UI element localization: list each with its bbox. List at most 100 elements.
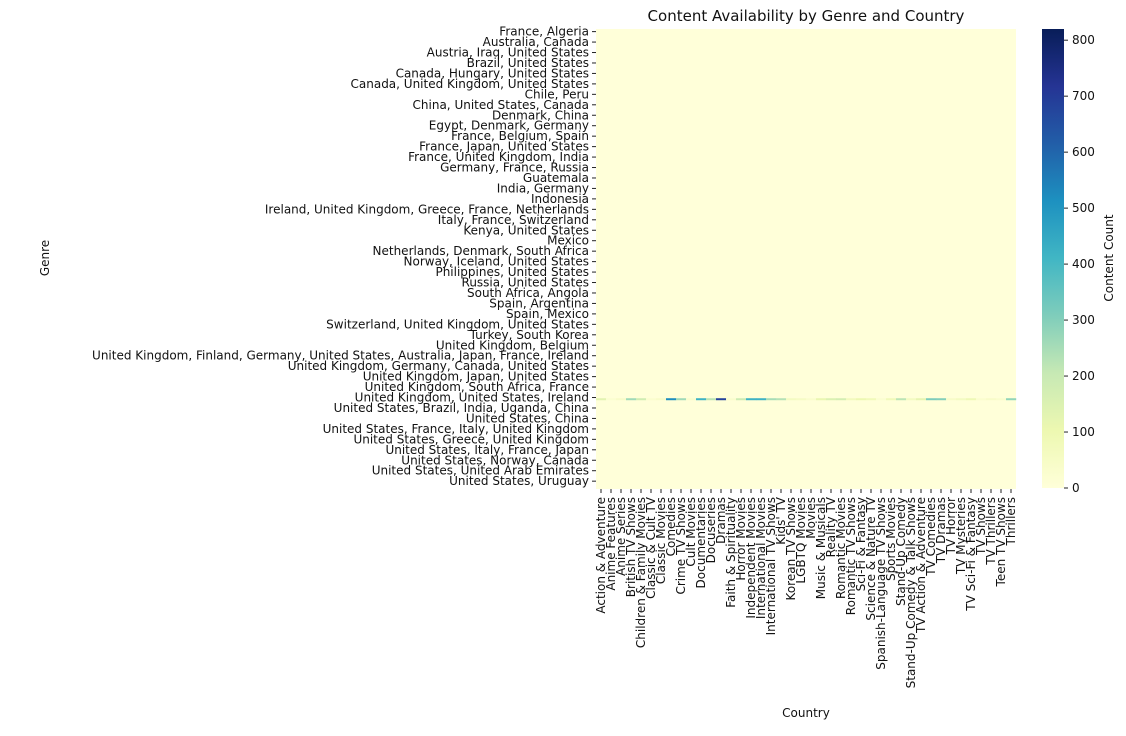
y-tick-label: United Kingdom, Germany, Canada, United … [288,359,589,373]
y-tick-label: Italy, France, Switzerland [438,213,589,227]
y-tick-label: Denmark, China [492,108,589,122]
x-tick-label: TV Horror [944,497,958,555]
x-tick-label: TV Thrillers [984,497,998,566]
y-tick-label: United States, United Arab Emirates [372,464,589,478]
x-tick-label: LGBTQ Movies [794,497,808,584]
x-tick-label: Romantic TV Shows [844,497,858,615]
y-tick-label: Germany, France, Russia [440,161,589,175]
x-tick-label: Teen TV Shows [994,497,1008,587]
heatmap-cell [626,398,637,401]
heatmap-cell [596,398,607,401]
colorbar: 0 100 200 300 400 500 600 700 800 Content Count [1042,29,1116,495]
y-tick-label: China, United States, Canada [413,98,589,112]
y-tick-label: India, Germany [497,181,589,195]
x-tick-label: Docuseries [704,497,718,563]
heatmap-cell [896,398,907,401]
x-tick-label: Independent Movies [744,497,758,619]
y-tick-label: Spain, Mexico [506,307,589,321]
x-tick-label: TV Dramas [934,497,948,564]
y-tick-label: United States, Uruguay [449,474,589,488]
heatmap-cell [696,398,707,401]
x-tick-label: TV Comedies [924,497,938,577]
y-tick-label: United States, China [466,411,589,425]
heatmap-cell [766,398,777,401]
y-tick-label: Ireland, United Kingdom, Greece, France,… [265,202,589,216]
x-tick-label: TV Sci-Fi & Fantasy [964,497,978,612]
heatmap-cell [836,398,847,401]
y-tick-label: France, Japan, United States [419,140,589,154]
heatmap-cells [596,29,1017,489]
heatmap-cell [646,398,657,401]
x-tick-label: Thrillers [1004,497,1018,546]
x-tick-label: Cult Movies [684,497,698,567]
y-tick-label: Australia, Canada [483,35,589,49]
y-tick-label: Indonesia [531,192,589,206]
x-tick-label: Sports Movies [884,497,898,581]
y-tick-label: Norway, Iceland, United States [404,255,589,269]
y-axis-label: Genre [38,240,52,276]
heatmap-cell [946,398,957,401]
heatmap-cell [606,398,617,401]
x-tick-label: Reality TV [824,496,838,557]
y-tick-label: Russia, United States [462,276,589,290]
y-tick-label: United States, Brazil, India, Uganda, Ch… [334,401,589,415]
x-tick-label: TV Mysteries [954,497,968,575]
colorbar-tick-label: 200 [1072,369,1095,383]
y-tick-label: United States, France, Italy, United Kin… [323,422,589,436]
y-tick-label: France, United Kingdom, India [408,150,589,164]
y-tick-label: France, Algeria [499,25,589,39]
y-tick-label: United States, Italy, France, Japan [385,443,589,457]
heatmap-cell [796,398,807,401]
heatmap-cell [716,398,727,401]
x-tick-label: Dramas [714,497,728,544]
heatmap-cell [936,398,947,401]
heatmap-cell [1006,398,1017,401]
y-tick-label: United Kingdom, Belgium [436,338,589,352]
x-tick-label: International Movies [754,497,768,619]
heatmap-cell [986,398,997,401]
y-tick-label: United Kingdom, Japan, United States [363,370,589,384]
colorbar-tick-label: 0 [1072,481,1080,495]
x-tick-label: Music & Musicals [814,497,828,599]
y-tick-label: South Africa, Angola [467,286,589,300]
heatmap-cell [906,398,917,401]
y-tick-label: United Kingdom, Finland, Germany, United… [92,349,589,363]
y-tick-label: Egypt, Denmark, Germany [429,119,589,133]
heatmap-cell [736,398,747,401]
x-tick-label: TV Shows [974,497,988,556]
x-tick-label: Movies [804,497,818,539]
heatmap-cell [846,398,857,401]
heatmap-cell [706,398,717,401]
colorbar-tick-label: 600 [1072,145,1095,159]
colorbar-label: Content Count [1102,214,1116,301]
heatmap-cell [886,398,897,401]
heatmap-cell [666,398,677,401]
x-tick-label: Documentaries [694,497,708,588]
x-tick-label: Comedies [664,497,678,556]
x-tick-label: Stand-Up Comedy & Talk Shows [904,497,918,688]
x-tick-label: Action & Adventure [594,497,608,614]
x-tick-label: Crime TV Shows [674,497,688,595]
y-tick-label: Switzerland, United Kingdom, United Stat… [326,317,589,331]
y-tick-label: Austria, Iraq, United States [427,46,589,60]
x-tick-label: Faith & Spirituality [724,497,738,608]
colorbar-tick-label: 700 [1072,89,1095,103]
heatmap-cell [926,398,937,401]
y-tick-label: Canada, Hungary, United States [396,66,589,80]
y-tick-label: United Kingdom, United States, Ireland [355,391,589,405]
heatmap-cell [676,398,687,401]
heatmap-cell [756,398,767,401]
y-tick-label: United States, Norway, Canada [401,453,589,467]
y-tick-label: United States, Greece, United Kingdom [353,432,589,446]
x-tick-label: Kids' TV [774,496,788,545]
x-axis-label: Country [782,706,830,720]
x-tick-label: Classic Movies [654,497,668,584]
heatmap-cell [826,398,837,401]
heatmap-cell [976,398,987,401]
heatmap-cell [786,398,797,401]
y-tick-label: Mexico [547,234,589,248]
x-tick-label: Anime Series [614,497,628,576]
y-tick-label: France, Belgium, Spain [451,129,589,143]
heatmap-cell [776,398,787,401]
x-tick-label: Stand-Up Comedy [894,497,908,606]
